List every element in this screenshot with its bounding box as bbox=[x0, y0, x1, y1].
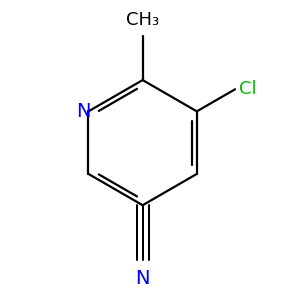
Text: CH₃: CH₃ bbox=[126, 11, 159, 29]
Text: Cl: Cl bbox=[239, 80, 257, 98]
Text: N: N bbox=[76, 102, 91, 121]
Text: N: N bbox=[135, 268, 150, 287]
